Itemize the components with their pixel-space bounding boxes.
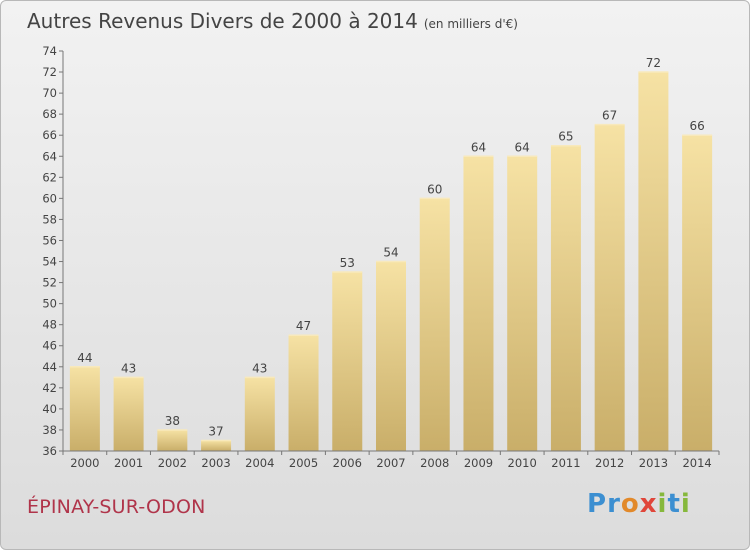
y-tick-label: 48 [42,318,57,332]
logo-letter: P [587,489,608,519]
bar-value-label: 65 [558,130,573,144]
y-tick-label: 64 [42,149,57,163]
y-tick-label: 38 [42,423,57,437]
x-axis: 2000 2001 2002 2003 2004 2005 2006 2007 2008 2009… [62,450,720,470]
x-tick-label: 2006 [333,456,362,470]
bar-value-label: 72 [646,56,661,70]
x-tick-label: 2005 [289,456,318,470]
bar-value-label: 43 [121,361,136,375]
bar[interactable] [550,145,581,451]
x-tick-label: 2008 [420,456,449,470]
bar[interactable] [332,272,363,451]
logo-letter: t [667,489,681,519]
bar-value-label: 47 [296,319,311,333]
bar-value-label: 64 [471,140,486,154]
x-tick-label: 2002 [158,456,187,470]
y-tick-label: 60 [42,191,57,205]
bar-value-label: 37 [208,424,223,438]
x-tick-label: 2003 [201,456,230,470]
x-tick-label: 2001 [114,456,143,470]
x-tick-label: 2000 [70,456,99,470]
bar[interactable] [682,135,713,452]
y-tick-label: 54 [42,255,57,269]
town-name: ÉPINAY-SUR-ODON [27,496,206,518]
y-tick-label: 74 [42,44,57,58]
bar-value-label: 54 [383,246,398,260]
bar-series: 44 43 38 37 43 47 53 54 60 64 64 65 67 72 66 [69,56,713,452]
x-tick-label: 2013 [639,456,668,470]
y-tick-label: 46 [42,339,57,353]
x-tick-label: 2007 [376,456,405,470]
y-tick-label: 66 [42,128,57,142]
bar[interactable] [594,124,625,452]
bar[interactable] [157,429,188,451]
x-tick-label: 2012 [595,456,624,470]
bar-value-label: 38 [165,414,180,428]
y-tick-label: 50 [42,297,57,311]
y-tick-label: 62 [42,170,57,184]
y-tick-label: 58 [42,212,57,226]
bar-value-label: 43 [252,361,267,375]
y-tick-label: 56 [42,233,57,247]
logo-letter: x [639,489,658,519]
bar-value-label: 44 [77,351,92,365]
bar[interactable] [201,440,232,451]
bar-value-label: 64 [515,140,530,154]
x-tick-label: 2009 [464,456,493,470]
x-tick-label: 2010 [508,456,537,470]
bar[interactable] [244,377,275,451]
bar[interactable] [376,261,406,451]
x-tick-label: 2014 [682,456,711,470]
chart-title-text: Autres Revenus Divers de 2000 à 2014 [27,9,418,33]
y-tick-label: 72 [42,65,57,79]
bar[interactable] [419,198,450,451]
bar[interactable] [288,335,319,451]
x-tick-label: 2004 [245,456,274,470]
bar-value-label: 53 [340,256,355,270]
y-tick-label: 70 [42,86,57,100]
y-tick-label: 42 [42,381,57,395]
proxiti-logo[interactable]: Proxiti [587,489,691,519]
y-tick-label: 40 [42,402,57,416]
y-axis: 36 38 40 42 44 46 48 50 52 54 56 58 60 62 64 66 68 70 72 74 [42,44,64,458]
bar-value-label: 60 [427,182,442,196]
chart-title: Autres Revenus Divers de 2000 à 2014 (en … [27,9,518,33]
y-tick-label: 44 [42,360,57,374]
x-tick-label: 2011 [551,456,580,470]
y-tick-label: 36 [42,444,57,458]
logo-letter: o [620,489,640,519]
bar[interactable] [113,377,144,451]
chart-subtitle: (en milliers d'€) [423,17,518,31]
bar[interactable] [69,366,100,451]
logo-letter: i [680,489,691,519]
bar-value-label: 67 [602,109,617,123]
bar[interactable] [638,72,669,451]
y-tick-label: 52 [42,276,57,290]
bar[interactable] [507,156,538,451]
y-tick-label: 68 [42,107,57,121]
bar[interactable] [463,156,494,451]
logo-letter: i [657,489,668,519]
bar-value-label: 66 [689,119,704,133]
logo-letter: r [607,489,621,519]
